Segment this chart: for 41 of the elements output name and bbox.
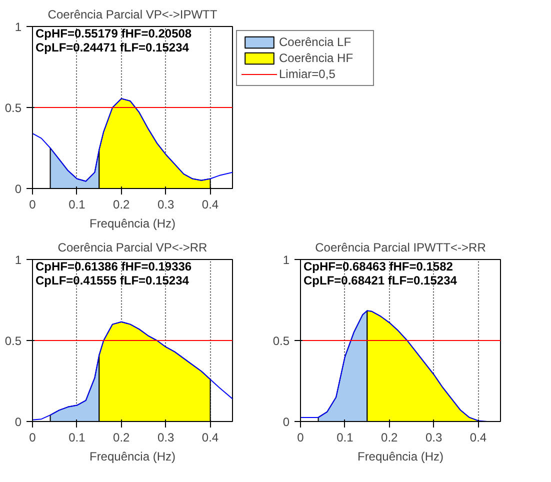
annotation: CpLF=0.24471 fLF=0.15234	[36, 40, 190, 54]
line-series	[32, 98, 232, 182]
annotation: CpHF=0.61386 fHF=0.19336	[36, 260, 192, 274]
y-tick-label: 0.5	[4, 101, 22, 115]
annotation: CpLF=0.41555 fLF=0.15234	[36, 274, 190, 288]
x-tick-label: 0.2	[113, 430, 130, 444]
annotation: CpLF=0.68421 fLF=0.15234	[304, 274, 458, 288]
x-tick-label: 0.4	[470, 430, 487, 444]
x-tick-label: 0.1	[336, 430, 354, 444]
y-tick-label: 1	[282, 253, 290, 267]
y-tick-label: 0	[14, 182, 22, 196]
annotation: CpHF=0.55179 fHF=0.20508	[36, 26, 192, 40]
y-tick-label: 0.5	[272, 334, 290, 348]
x-tick-label: 0	[29, 430, 36, 444]
x-tick-label: 0.4	[202, 198, 219, 212]
x-axis-title: Frequência (Hz)	[89, 450, 176, 464]
legend-label: Coerência HF	[279, 51, 354, 65]
x-tick-label: 0	[297, 430, 304, 444]
x-tick-label: 0.1	[68, 198, 86, 212]
x-tick-label: 0.3	[157, 430, 174, 444]
x-tick-label: 0.2	[381, 430, 398, 444]
y-tick-label: 0	[282, 415, 290, 429]
y-tick-label: 0.5	[4, 334, 22, 348]
line-series	[32, 321, 232, 420]
x-axis-title: Frequência (Hz)	[357, 450, 444, 464]
legend-label: Limiar=0,5	[279, 67, 336, 81]
y-tick-label: 0	[14, 415, 22, 429]
chart-title: Coerência Parcial IPWTT<->RR	[315, 240, 486, 254]
x-tick-label: 0.3	[425, 430, 442, 444]
x-tick-label: 0.2	[113, 198, 130, 212]
annotation: CpHF=0.68463 fHF=0.1582	[304, 260, 454, 274]
y-tick-label: 1	[14, 253, 22, 267]
legend-label: Coerência LF	[279, 35, 352, 49]
x-tick-label: 0.3	[157, 198, 174, 212]
x-tick-label: 0.1	[68, 430, 86, 444]
chart-title: Coerência Parcial VP<->RR	[58, 240, 208, 254]
y-tick-label: 1	[14, 20, 22, 34]
x-tick-label: 0.4	[202, 430, 219, 444]
x-tick-label: 0	[29, 198, 36, 212]
chart-title: Coerência Parcial VP<->IPWTT	[48, 8, 218, 22]
x-axis-title: Frequência (Hz)	[89, 216, 176, 230]
